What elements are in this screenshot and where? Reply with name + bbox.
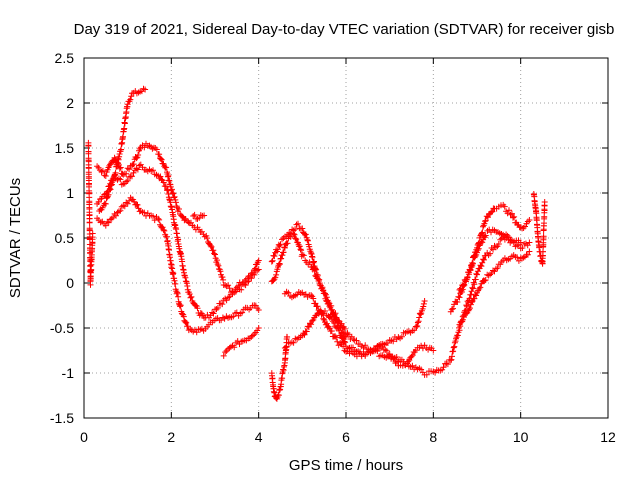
series-track-13 xyxy=(456,201,533,294)
series-markers xyxy=(281,308,437,369)
y-tick-label: -0.5 xyxy=(50,320,74,336)
series-markers xyxy=(530,191,548,267)
y-tick-label: 1.5 xyxy=(55,140,75,156)
series-markers xyxy=(268,333,291,402)
axis-ticks: 0 2 4 6 8 10 12 -1.5 -1 -0.5 0 0.5 1 1.5 2 2.5 xyxy=(50,50,616,445)
y-tick-label: 2.5 xyxy=(55,50,75,66)
x-tick-label: 2 xyxy=(167,429,175,445)
y-tick-label: 1 xyxy=(66,185,74,201)
series-track-1 xyxy=(96,85,149,214)
x-tick-label: 0 xyxy=(80,429,88,445)
x-tick-label: 4 xyxy=(255,429,263,445)
y-tick-label: -1.5 xyxy=(50,410,74,426)
series-markers xyxy=(220,325,262,359)
y-tick-label: 0 xyxy=(66,275,74,291)
series-track-6 xyxy=(220,325,262,359)
x-tick-label: 6 xyxy=(342,429,350,445)
series-markers xyxy=(456,201,533,294)
series-track-16 xyxy=(85,139,96,288)
series-markers xyxy=(190,211,208,222)
y-tick-label: 0.5 xyxy=(55,230,75,246)
series-markers xyxy=(456,248,533,328)
series-markers xyxy=(94,161,262,321)
series-track-7 xyxy=(268,333,291,402)
series-track-5 xyxy=(94,194,262,336)
y-tick-label: -1 xyxy=(62,365,75,381)
data-points xyxy=(85,85,548,402)
series-markers xyxy=(96,85,149,214)
chart-title: Day 319 of 2021, Sidereal Day-to-day VTE… xyxy=(74,21,615,38)
series-track-4 xyxy=(94,161,262,321)
series-markers xyxy=(85,139,96,288)
series-track-14 xyxy=(456,248,533,328)
series-markers xyxy=(94,194,262,336)
y-tick-label: 2 xyxy=(66,95,74,111)
series-track-15 xyxy=(530,191,548,267)
x-tick-label: 10 xyxy=(513,429,529,445)
series-track-11 xyxy=(281,308,437,369)
x-axis-label: GPS time / hours xyxy=(289,457,403,474)
grid xyxy=(84,58,608,418)
series-track-3 xyxy=(190,211,208,222)
y-axis-label: SDTVAR / TECUs xyxy=(7,178,24,298)
x-tick-label: 8 xyxy=(429,429,437,445)
x-tick-label: 12 xyxy=(600,429,616,445)
